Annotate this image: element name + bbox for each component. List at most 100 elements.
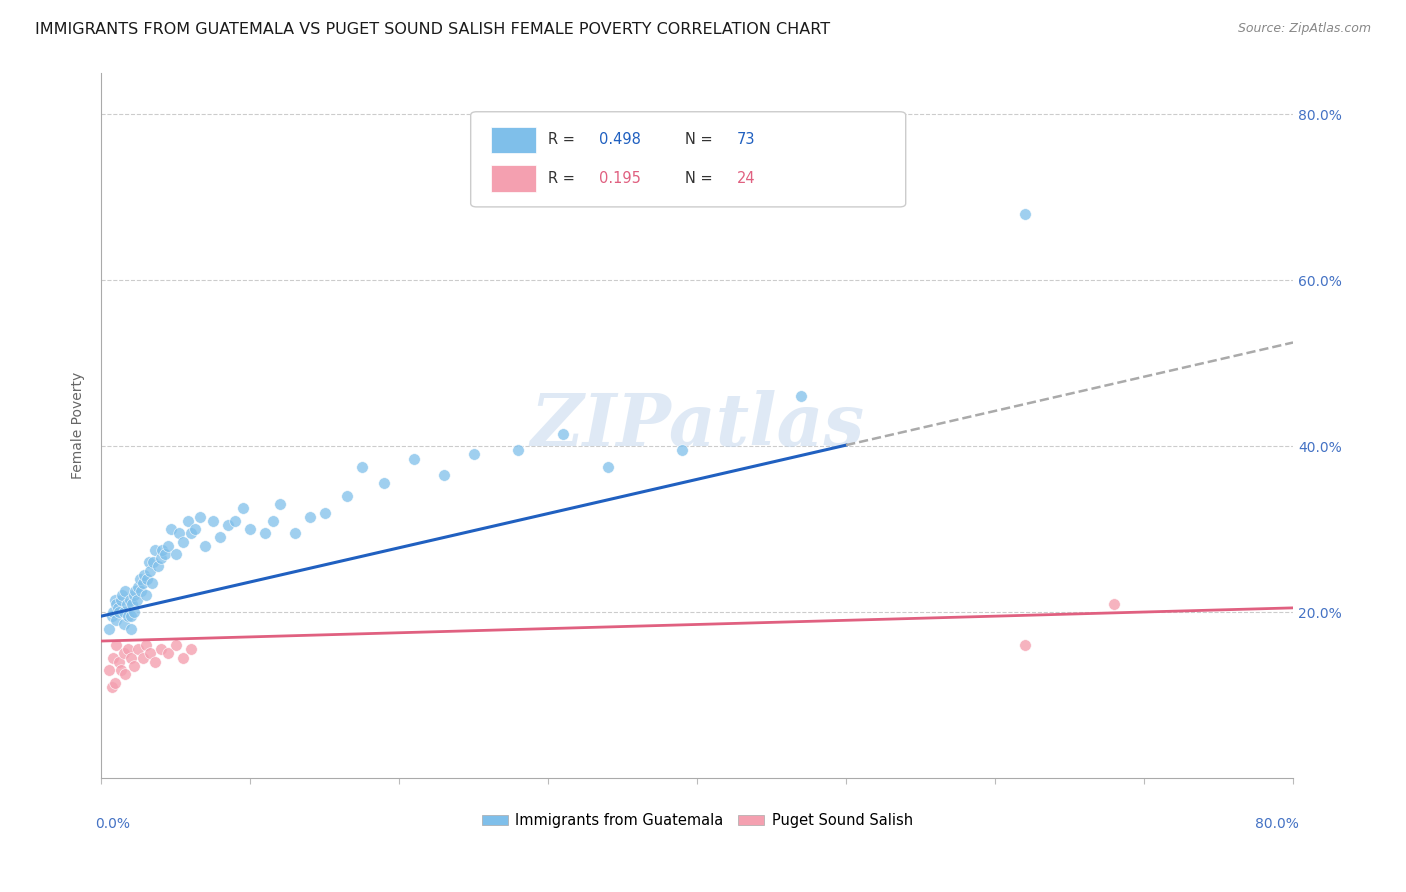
- Point: [551, 426, 574, 441]
- Point: [146, 559, 169, 574]
- Point: [107, 600, 129, 615]
- Point: [127, 580, 149, 594]
- Text: Source: ZipAtlas.com: Source: ZipAtlas.com: [1237, 22, 1371, 36]
- Point: [131, 584, 153, 599]
- Point: [112, 617, 135, 632]
- Point: [143, 542, 166, 557]
- Point: [111, 589, 134, 603]
- Point: [157, 539, 180, 553]
- Point: [1014, 207, 1036, 221]
- Point: [180, 642, 202, 657]
- Point: [105, 638, 128, 652]
- Point: [105, 613, 128, 627]
- Point: [336, 489, 359, 503]
- Legend: Immigrants from Guatemala, Puget Sound Salish: Immigrants from Guatemala, Puget Sound S…: [475, 807, 918, 834]
- Point: [150, 542, 173, 557]
- Point: [112, 605, 135, 619]
- Point: [135, 589, 157, 603]
- Point: [104, 675, 127, 690]
- Text: 0.0%: 0.0%: [96, 817, 131, 830]
- Point: [1104, 597, 1126, 611]
- Point: [165, 638, 187, 652]
- Point: [97, 622, 120, 636]
- Text: 24: 24: [737, 171, 755, 186]
- Point: [239, 522, 262, 536]
- Point: [104, 592, 127, 607]
- Point: [101, 650, 124, 665]
- Point: [121, 597, 143, 611]
- Point: [139, 564, 162, 578]
- Point: [671, 443, 693, 458]
- Point: [100, 680, 122, 694]
- Point: [108, 655, 131, 669]
- Point: [101, 605, 124, 619]
- Point: [127, 642, 149, 657]
- Point: [115, 597, 138, 611]
- Point: [124, 584, 146, 599]
- Point: [269, 497, 291, 511]
- Point: [254, 526, 277, 541]
- Point: [129, 572, 152, 586]
- Point: [100, 609, 122, 624]
- Point: [132, 576, 155, 591]
- Text: N =: N =: [685, 171, 717, 186]
- Text: 0.195: 0.195: [599, 171, 641, 186]
- Point: [110, 592, 132, 607]
- Point: [122, 605, 145, 619]
- Point: [217, 518, 239, 533]
- Point: [149, 642, 172, 657]
- Text: IMMIGRANTS FROM GUATEMALA VS PUGET SOUND SALISH FEMALE POVERTY CORRELATION CHART: IMMIGRANTS FROM GUATEMALA VS PUGET SOUND…: [35, 22, 831, 37]
- Point: [117, 642, 139, 657]
- Point: [105, 597, 128, 611]
- Point: [165, 547, 187, 561]
- FancyBboxPatch shape: [471, 112, 905, 207]
- Point: [117, 609, 139, 624]
- Point: [120, 622, 142, 636]
- Point: [122, 659, 145, 673]
- Point: [157, 647, 180, 661]
- Point: [110, 663, 132, 677]
- Point: [120, 609, 142, 624]
- Point: [596, 459, 619, 474]
- Point: [134, 567, 156, 582]
- Point: [135, 638, 157, 652]
- Text: 0.498: 0.498: [599, 132, 641, 147]
- Point: [284, 526, 307, 541]
- Point: [298, 509, 321, 524]
- Point: [433, 468, 456, 483]
- Point: [142, 555, 165, 569]
- Point: [114, 584, 136, 599]
- Point: [350, 459, 373, 474]
- Point: [172, 650, 194, 665]
- Point: [118, 592, 141, 607]
- Point: [262, 514, 284, 528]
- Point: [155, 547, 177, 561]
- Point: [224, 514, 246, 528]
- Point: [373, 476, 395, 491]
- Point: [125, 592, 148, 607]
- Point: [404, 451, 426, 466]
- Point: [180, 526, 202, 541]
- Point: [184, 522, 207, 536]
- Point: [122, 589, 145, 603]
- FancyBboxPatch shape: [491, 166, 536, 192]
- Point: [194, 539, 217, 553]
- Point: [108, 605, 131, 619]
- Point: [141, 576, 163, 591]
- Point: [508, 443, 530, 458]
- Point: [149, 551, 172, 566]
- Point: [201, 514, 224, 528]
- Point: [790, 389, 813, 403]
- Text: N =: N =: [685, 132, 717, 147]
- Point: [97, 663, 120, 677]
- Point: [176, 514, 198, 528]
- Point: [463, 447, 485, 461]
- Point: [160, 522, 183, 536]
- Point: [114, 667, 136, 681]
- Point: [209, 530, 232, 544]
- Point: [1014, 638, 1036, 652]
- Text: 73: 73: [737, 132, 755, 147]
- FancyBboxPatch shape: [491, 127, 536, 153]
- Point: [143, 655, 166, 669]
- Point: [314, 506, 336, 520]
